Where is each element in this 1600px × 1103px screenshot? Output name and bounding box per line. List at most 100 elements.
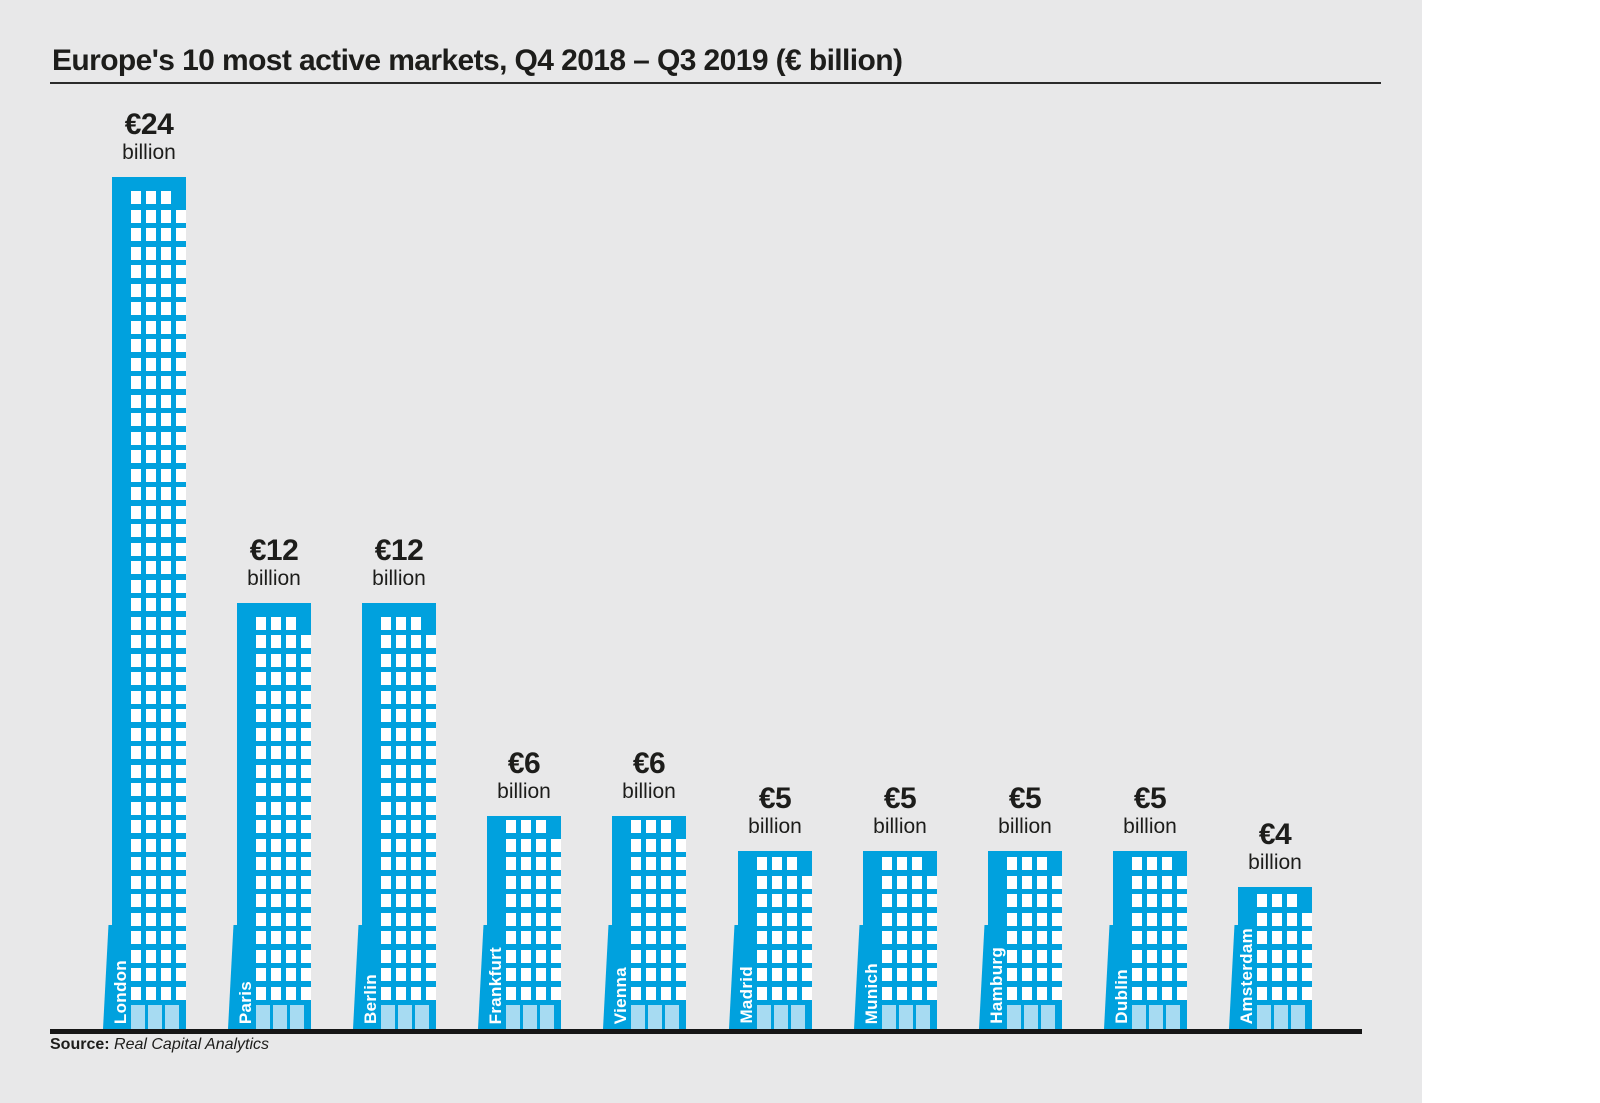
window-row: [131, 450, 186, 463]
window: [396, 746, 406, 759]
window: [176, 505, 186, 519]
building-facade: [1238, 887, 1312, 1029]
window: [286, 931, 296, 944]
window-row: [131, 283, 186, 297]
window: [506, 857, 516, 870]
window: [426, 912, 436, 926]
building-annex: [979, 925, 988, 1029]
window-row: [131, 191, 171, 204]
window: [161, 672, 171, 685]
door-panel: [899, 1005, 913, 1029]
window-row: [506, 986, 561, 1000]
window: [256, 801, 266, 815]
window: [131, 968, 141, 981]
window: [146, 690, 156, 704]
window: [256, 931, 266, 944]
window: [271, 894, 281, 907]
window: [1132, 894, 1142, 907]
window: [176, 228, 186, 241]
window: [912, 986, 922, 1000]
window: [1022, 949, 1032, 963]
window: [411, 764, 421, 778]
window: [286, 894, 296, 907]
window: [131, 949, 141, 963]
door-panel: [256, 1005, 270, 1029]
window-row: [381, 709, 436, 722]
window-row: [131, 487, 186, 500]
window: [661, 894, 671, 907]
window: [1052, 949, 1062, 963]
window-row: [131, 653, 186, 667]
window: [631, 949, 641, 963]
building-facade: [988, 851, 1062, 1029]
chart-area: €24 billion London €12 billion Paris €12 billio…: [50, 109, 1362, 1034]
window: [176, 931, 186, 944]
window: [146, 468, 156, 482]
window-row: [381, 894, 436, 907]
window: [271, 857, 281, 870]
window-row: [757, 894, 812, 907]
window: [161, 302, 171, 315]
window-row: [131, 727, 186, 741]
window-row: [381, 875, 436, 889]
window: [146, 191, 156, 204]
window: [1162, 968, 1172, 981]
value-amount: €6: [632, 746, 666, 780]
window-row: [131, 672, 186, 685]
window: [256, 727, 266, 741]
window: [146, 801, 156, 815]
value-label-hamburg: €5 billion: [945, 783, 1105, 839]
window: [176, 746, 186, 759]
window: [506, 875, 516, 889]
door-panel: [1291, 1005, 1305, 1029]
window: [271, 968, 281, 981]
window-row: [1257, 968, 1312, 981]
window: [176, 801, 186, 815]
building-facade: [237, 603, 311, 1029]
value-label-munich: €5 billion: [820, 783, 980, 839]
window: [661, 931, 671, 944]
window: [426, 727, 436, 741]
window: [271, 931, 281, 944]
window: [631, 857, 641, 870]
window: [396, 635, 406, 648]
window: [256, 968, 266, 981]
window: [757, 949, 767, 963]
window: [146, 746, 156, 759]
window: [897, 931, 907, 944]
window: [286, 653, 296, 667]
door-panel: [273, 1005, 287, 1029]
window: [1162, 931, 1172, 944]
window: [381, 746, 391, 759]
window: [301, 690, 311, 704]
window: [176, 542, 186, 556]
window: [411, 635, 421, 648]
window: [256, 912, 266, 926]
window: [131, 450, 141, 463]
window: [426, 672, 436, 685]
window: [256, 820, 266, 833]
window: [146, 524, 156, 537]
window: [161, 191, 171, 204]
window: [161, 801, 171, 815]
window-row: [256, 968, 311, 981]
window: [301, 857, 311, 870]
window: [161, 542, 171, 556]
window-row: [381, 968, 436, 981]
window: [661, 838, 671, 852]
window: [1022, 875, 1032, 889]
building-bar-vienna: Vienna: [603, 816, 686, 1029]
value-amount: €12: [374, 533, 424, 567]
window: [146, 709, 156, 722]
window: [176, 857, 186, 870]
window: [426, 949, 436, 963]
window-row: [1007, 968, 1062, 981]
window: [271, 672, 281, 685]
value-unit: billion: [1123, 814, 1177, 838]
door-panel: [540, 1005, 554, 1029]
window: [1257, 949, 1267, 963]
window: [411, 838, 421, 852]
window: [411, 857, 421, 870]
window: [1162, 894, 1172, 907]
door-panel: [916, 1005, 930, 1029]
